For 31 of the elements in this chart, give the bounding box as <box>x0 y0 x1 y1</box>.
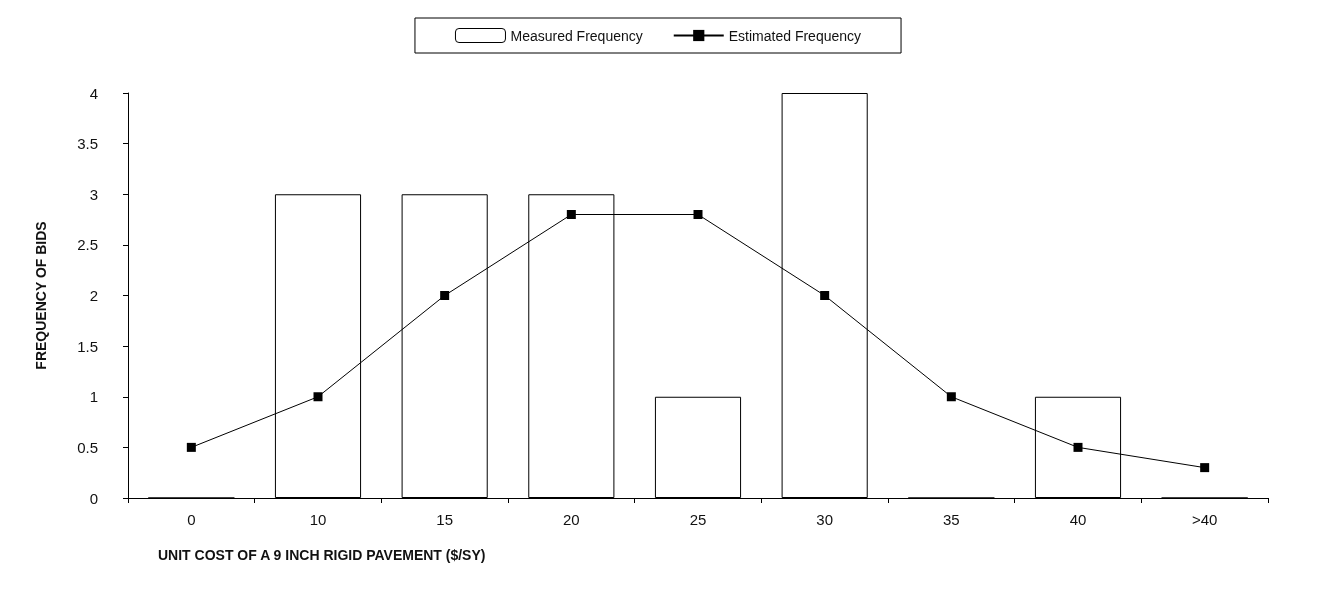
x-tick-label: >40 <box>1191 511 1218 528</box>
point <box>566 210 576 219</box>
point <box>440 291 450 300</box>
y-tick-label: 0.5 <box>77 438 98 456</box>
x-tick-label: 15 <box>436 511 454 528</box>
y-tick-label: 0 <box>89 489 98 507</box>
x-tick-label: 20 <box>562 511 580 528</box>
point <box>693 210 703 219</box>
x-tick-label: 0 <box>187 511 196 528</box>
y-tick-label: 4 <box>89 84 98 102</box>
y-tick-label: 2.5 <box>77 236 98 254</box>
legend-label: Measured Frequency <box>510 27 643 44</box>
y-tick-label: 3 <box>89 185 98 203</box>
point <box>820 291 830 300</box>
x-tick-label: 25 <box>689 511 707 528</box>
point <box>1200 463 1210 473</box>
point <box>186 442 196 452</box>
y-tick-label: 1.5 <box>77 337 98 355</box>
point <box>946 392 956 402</box>
x-tick-label: 10 <box>309 511 327 528</box>
x-tick-label: 40 <box>1069 511 1087 528</box>
y-tick-label: 2 <box>89 287 98 304</box>
y-tick-label: 3.5 <box>77 135 98 153</box>
y-tick-label: 1 <box>89 388 98 406</box>
legend-label: Estimated Frequency <box>728 27 862 44</box>
y-axis-title: FREQUENCY OF BIDS <box>33 221 49 370</box>
x-tick-label: 30 <box>816 511 834 528</box>
x-axis-title: UNIT COST OF A 9 INCH RIGID PAVEMENT ($/SY) <box>158 547 486 563</box>
point <box>313 392 323 402</box>
point <box>1073 442 1083 452</box>
x-tick-label: 35 <box>942 511 960 528</box>
